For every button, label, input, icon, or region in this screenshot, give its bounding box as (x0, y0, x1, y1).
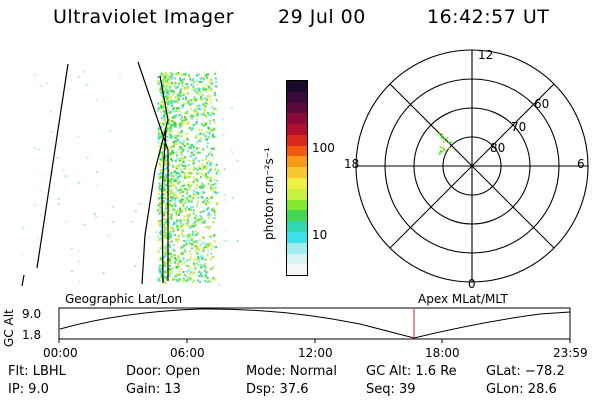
timeline-y-label: GC Alt (2, 309, 16, 347)
time-tick-0600: 06:00 (170, 346, 205, 360)
time-tick-1200: 12:00 (298, 346, 333, 360)
door-info: Door: Open (126, 364, 201, 379)
mlt-label-0: 0 (468, 277, 476, 291)
polar-ring-60 (384, 78, 560, 254)
timeline-y-tick-9: 9.0 (22, 307, 42, 321)
lat-label-60: 60 (534, 97, 550, 111)
time-tick-2359: 23:59 (553, 346, 588, 360)
seq-info: Seq: 39 (366, 382, 416, 397)
longitude-line (137, 61, 169, 281)
polar-ring-outer (355, 49, 589, 283)
instrument-title: Ultraviolet Imager (53, 6, 235, 28)
gain-info: Gain: 13 (126, 382, 181, 397)
timeline-frame (58, 307, 571, 340)
colorbar-tick-100: 100 (312, 141, 335, 155)
polar-aurora-spot (438, 133, 452, 155)
glon-info: GLon: 28.6 (486, 382, 557, 397)
uv-image-panel (21, 61, 239, 287)
polar-axis-diagonal (389, 83, 555, 249)
timeline-y-tick-1-8: 1.8 (22, 328, 42, 342)
mlt-label-18: 18 (344, 157, 360, 171)
altitude-curve (59, 308, 571, 339)
mode-info: Mode: Normal (246, 364, 337, 379)
time-tick-1800: 18:00 (425, 346, 460, 360)
timeline-right-title: Apex MLat/MLT (418, 292, 508, 306)
date-label: 29 Jul 00 (278, 6, 366, 28)
polar-axis-diagonal (389, 83, 555, 249)
mlt-label-12: 12 (478, 48, 494, 62)
timeline-left-title: Geographic Lat/Lon (65, 292, 183, 306)
time-tick-0000: 00:00 (43, 346, 78, 360)
glat-info: GLat: −78.2 (486, 364, 565, 379)
mlt-label-6: 6 (577, 157, 585, 171)
lat-label-80: 80 (490, 141, 506, 155)
ip-info: IP: 9.0 (8, 382, 49, 397)
colorbar-unit-label: photon cm⁻²s⁻¹ (262, 147, 276, 240)
terminator-line (161, 129, 167, 284)
aurora-image (21, 70, 239, 286)
gc-alt-info: GC Alt: 1.6 Re (366, 364, 457, 379)
terminator-line (141, 75, 169, 285)
colorbar (286, 80, 308, 276)
colorbar-tick-10: 10 (312, 228, 328, 242)
dsp-info: Dsp: 37.6 (246, 382, 309, 397)
longitude-line (21, 274, 25, 287)
time-label: 16:42:57 UT (427, 6, 550, 28)
filter-info: Flt: LBHL (8, 364, 66, 379)
lat-label-70: 70 (511, 120, 527, 134)
longitude-line (36, 63, 69, 269)
